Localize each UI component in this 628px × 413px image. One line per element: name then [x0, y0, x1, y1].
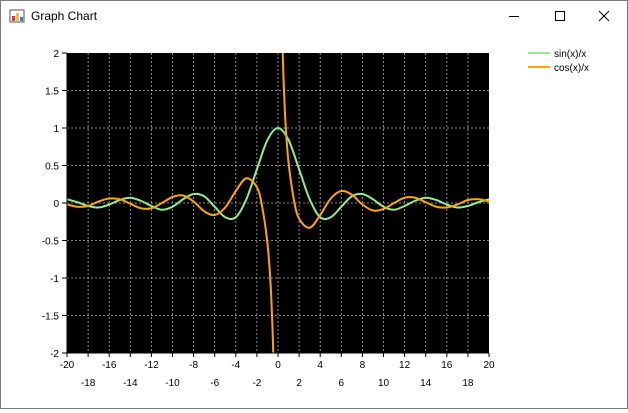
line-chart: 21.510.50-0.5-1-1.5-2-20 -16 -12 -8 -4 0 4 8 12 1… [42, 49, 589, 389]
axis-ticks: 21.510.50-0.5-1-1.5-2-20 -16 -12 -8 -4 0 4 8 12 1… [42, 49, 495, 389]
x-tick-label: -4 [231, 360, 240, 371]
x-tick-label: 4 [317, 360, 323, 371]
series-line-cos-x-over-x [67, 177, 275, 353]
minimize-button[interactable] [491, 1, 537, 31]
window-title: Graph Chart [31, 9, 98, 23]
grid-lines [67, 53, 489, 353]
x-tick-label: 6 [339, 378, 345, 389]
x-tick-label: 2 [296, 378, 302, 389]
x-tick-label: 0 [275, 360, 281, 371]
y-tick-label: 0.5 [45, 162, 59, 173]
x-tick-label: -6 [210, 378, 219, 389]
x-tick-label: 14 [420, 378, 432, 389]
x-tick-label: -2 [252, 378, 261, 389]
x-tick-label: -12 [144, 360, 159, 371]
maximize-icon [555, 11, 565, 21]
x-tick-label: 8 [360, 360, 366, 371]
y-tick-label: -2 [50, 349, 59, 360]
legend: sin(x)/x cos(x)/x [528, 49, 589, 74]
y-tick-label: 0 [53, 199, 59, 210]
x-tick-label: -20 [60, 360, 75, 371]
x-tick-label: 18 [462, 378, 474, 389]
legend-label: cos(x)/x [554, 63, 589, 74]
y-tick-label: 1 [53, 124, 59, 135]
y-tick-label: 2 [53, 49, 59, 60]
series-layer [67, 53, 489, 353]
legend-label: sin(x)/x [554, 49, 586, 60]
x-tick-label: 10 [378, 378, 390, 389]
y-tick-label: 1.5 [45, 87, 59, 98]
x-tick-label: 16 [441, 360, 453, 371]
x-tick-label: -14 [123, 378, 138, 389]
y-tick-label: -1.5 [42, 312, 60, 323]
x-tick-label: -16 [102, 360, 117, 371]
y-tick-label: -1 [50, 274, 59, 285]
x-tick-label: 20 [483, 360, 495, 371]
x-tick-label: 12 [399, 360, 411, 371]
x-tick-label: -18 [81, 378, 96, 389]
y-tick-label: -0.5 [42, 237, 60, 248]
maximize-button[interactable] [537, 1, 583, 31]
close-button[interactable] [581, 1, 627, 31]
series-line-cos-x-over-x [281, 53, 489, 229]
minimize-icon [509, 16, 519, 17]
chart-app-icon [9, 8, 25, 24]
title-bar[interactable]: Graph Chart [1, 1, 627, 31]
x-tick-label: -8 [189, 360, 198, 371]
x-tick-label: -10 [165, 378, 180, 389]
chart-area: 2 1.5 1 0.5 0 -0.5 -1 -1.5 -2 -20 -16 -12 -8 -4 0 4 8 12 1… [1, 31, 627, 408]
close-icon [598, 10, 610, 22]
